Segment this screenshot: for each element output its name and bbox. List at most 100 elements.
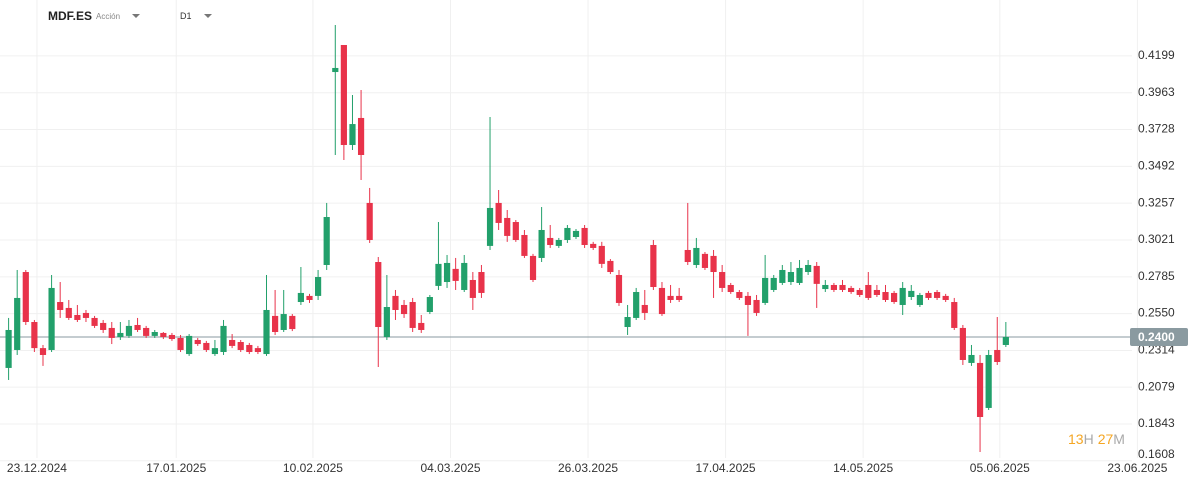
candle-body [572, 230, 580, 238]
candle-body [873, 289, 880, 295]
candle-body [100, 322, 107, 330]
candle-body [710, 255, 717, 273]
x-tick-label: 23.12.2024 [7, 461, 67, 475]
candle-body [357, 117, 365, 155]
last-price-tag [1130, 328, 1188, 347]
last-price-label: 0.2400 [1138, 330, 1175, 344]
candle-body [469, 279, 476, 298]
candle-body [143, 327, 150, 336]
candle-body [538, 229, 545, 258]
candle-body [409, 302, 416, 328]
candle-body [478, 272, 485, 293]
candle-body [151, 332, 158, 336]
candle-body [976, 362, 984, 418]
x-tick-label: 05.06.2025 [970, 461, 1030, 475]
candle-body [615, 274, 623, 303]
candle-body [314, 277, 322, 296]
candle-body [641, 304, 648, 313]
candle-body [736, 292, 743, 298]
candle-body [968, 354, 975, 363]
candle-body [658, 287, 666, 315]
candle-body [426, 297, 433, 313]
candle-body [693, 247, 700, 265]
candle-body [31, 322, 38, 349]
x-tick-label: 04.03.2025 [420, 461, 480, 475]
candle-body [125, 325, 133, 336]
candle-body [289, 315, 296, 330]
candle-body [48, 287, 55, 350]
candle-body [908, 290, 915, 298]
candle-body [753, 299, 760, 313]
candle-body [796, 267, 803, 283]
y-tick-label: 0.1608 [1138, 447, 1175, 461]
candle-body [134, 324, 141, 330]
candle-body [822, 284, 829, 290]
candle-body [762, 277, 769, 303]
timeframe[interactable]: D1 [180, 11, 192, 21]
candle-body [366, 202, 373, 240]
candle-body [521, 234, 528, 256]
candle-body [770, 277, 777, 290]
candle-body [91, 317, 98, 326]
candle-body [203, 342, 210, 350]
timeframe-dropdown[interactable] [203, 14, 212, 18]
candle-body [547, 237, 554, 245]
candle-body [607, 260, 614, 273]
candle-body [581, 227, 588, 245]
candle-body [865, 284, 872, 298]
asset-type: Acción [96, 11, 121, 21]
candle-body [676, 295, 683, 300]
candle-body [168, 334, 176, 340]
candle-body [229, 339, 236, 346]
symbol-dropdown[interactable] [132, 14, 141, 18]
candle-body [211, 348, 219, 355]
candle-body [495, 202, 502, 223]
candle-body [461, 262, 468, 290]
candle-body [890, 292, 898, 303]
candle-body [280, 314, 287, 330]
candle-body [830, 284, 838, 290]
x-tick-label: 14.05.2025 [833, 461, 893, 475]
candle-body [186, 335, 193, 355]
candle-body [856, 289, 863, 295]
candle-body [400, 304, 408, 315]
x-tick-label: 17.01.2025 [146, 461, 206, 475]
x-tick-label: 10.02.2025 [283, 461, 343, 475]
candle-body [951, 302, 958, 328]
candle-body [263, 309, 270, 355]
y-tick-label: 0.2785 [1138, 269, 1175, 283]
symbol: MDF.ES [48, 9, 93, 23]
candle-body [701, 253, 709, 268]
y-tick-label: 0.3257 [1138, 195, 1175, 209]
candle-body [848, 287, 855, 293]
candle-body [719, 272, 726, 288]
candle-body [160, 332, 167, 338]
candle-body [633, 292, 640, 318]
candle-body [82, 312, 90, 318]
candle-body [650, 244, 657, 288]
y-tick-label: 0.3021 [1138, 232, 1175, 246]
countdown: 13H 27M [1068, 431, 1125, 447]
candle-body [297, 292, 304, 303]
candle-body [486, 207, 494, 246]
countdown-minutes-unit: M [1113, 431, 1125, 447]
candle-body [220, 325, 227, 353]
x-tick-label: 23.06.2025 [1107, 461, 1167, 475]
candle-body [985, 354, 992, 408]
candle-body [942, 295, 949, 300]
y-tick-label: 0.1843 [1138, 416, 1175, 430]
y-tick-label: 0.2079 [1138, 379, 1175, 393]
candle-body [177, 337, 184, 350]
candle-body [272, 315, 279, 333]
y-tick-label: 0.4199 [1138, 48, 1175, 62]
countdown-minutes: 27 [1098, 431, 1114, 447]
candle-body [246, 344, 253, 353]
candle-body [14, 297, 21, 350]
candle-body [22, 272, 29, 323]
candle-body [787, 272, 795, 283]
candle-body [667, 295, 674, 300]
y-tick-label: 0.2550 [1138, 306, 1175, 320]
candle-body [916, 294, 923, 305]
